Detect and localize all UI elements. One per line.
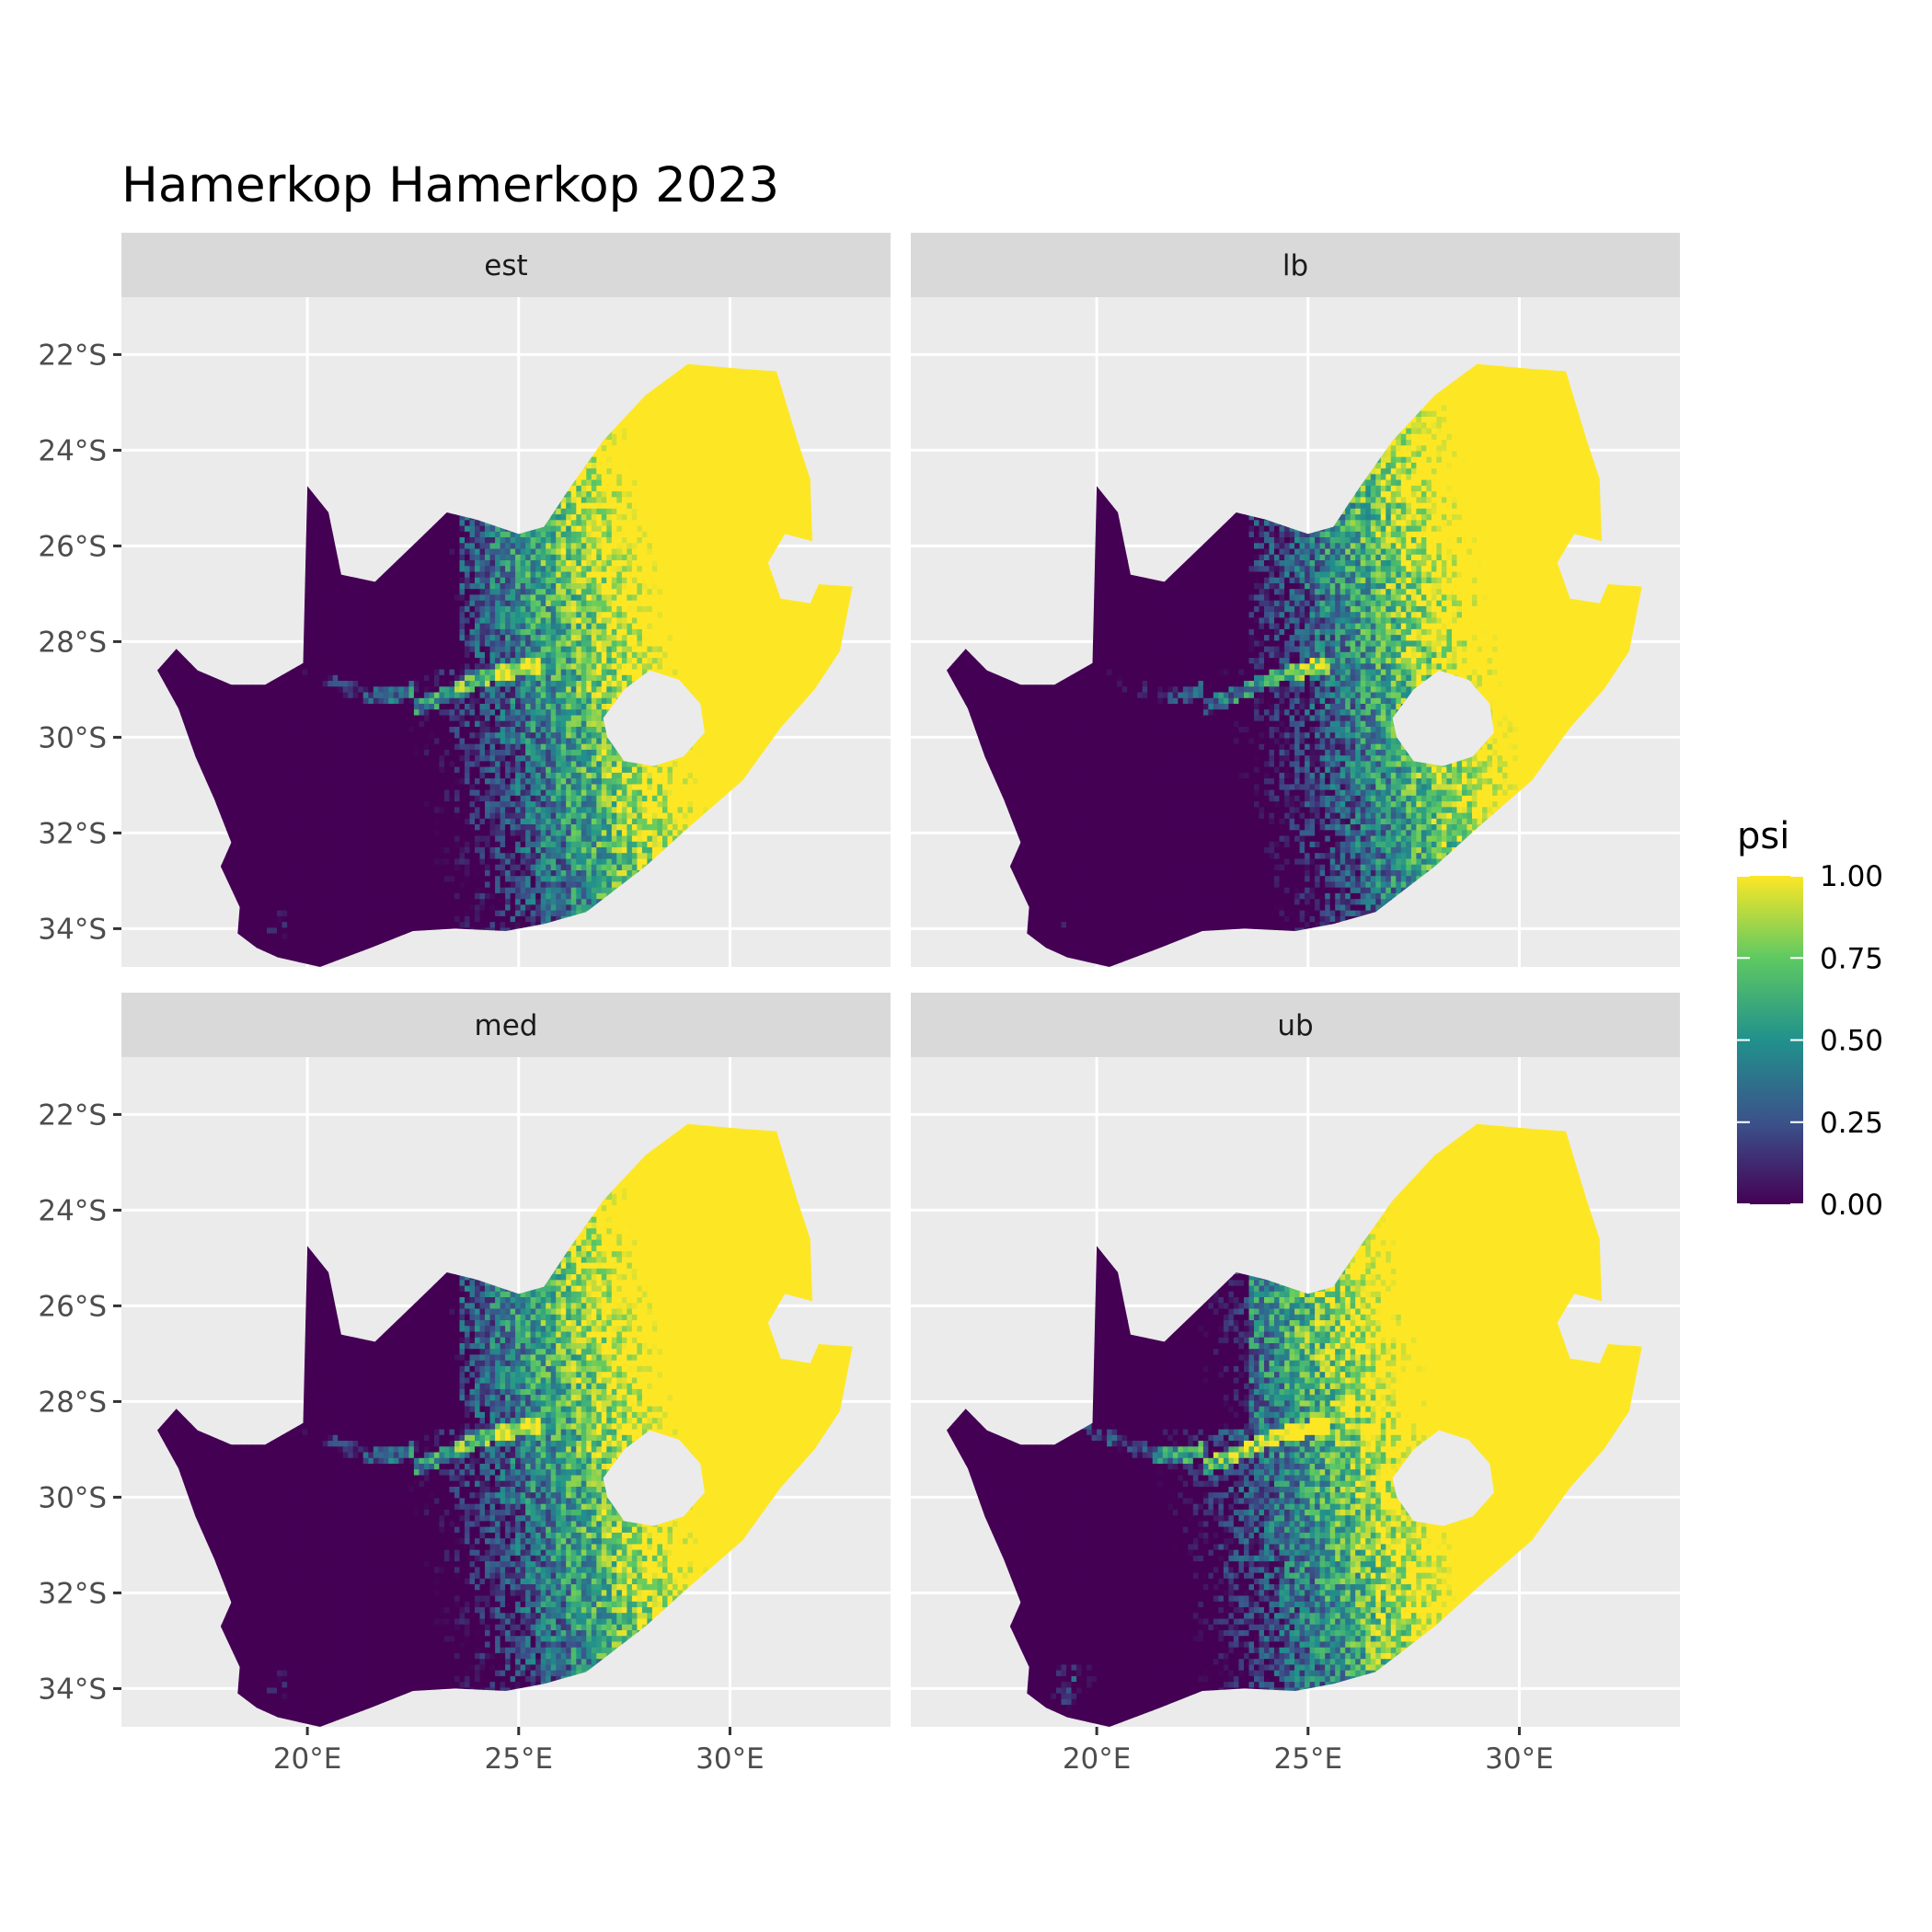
facet-strip-label: med	[475, 1009, 538, 1042]
y-tick-label: 26°S	[38, 1290, 107, 1323]
lesotho-gap	[1392, 670, 1494, 766]
x-tick-label: 25°E	[485, 1742, 554, 1776]
legend-tick-label: 1.00	[1820, 860, 1883, 893]
x-axis: 20°E 25°E 30°E	[1063, 1727, 1554, 1776]
facet-strip	[121, 233, 891, 297]
legend-tick-label: 0.25	[1820, 1107, 1883, 1140]
y-tick-label: 24°S	[38, 434, 107, 467]
facet-panel-est: est 22°S 24°S 26°S 28°S 30°S 32°S 34°S	[38, 233, 891, 967]
facet-strip	[121, 993, 891, 1057]
x-tick-label: 30°E	[1485, 1742, 1554, 1776]
legend-title: psi	[1737, 815, 1789, 857]
y-tick-label: 34°S	[38, 1673, 107, 1706]
y-tick-label: 28°S	[38, 626, 107, 659]
x-tick-label: 30°E	[696, 1742, 765, 1776]
y-axis: 22°S 24°S 26°S 28°S 30°S 32°S 34°S	[38, 339, 121, 946]
x-tick-label: 25°E	[1274, 1742, 1343, 1776]
facet-strip-label: est	[484, 249, 527, 282]
legend-ticks: 1.00 0.75 0.50 0.25 0.00	[1737, 860, 1883, 1222]
x-tick-label: 20°E	[1063, 1742, 1132, 1776]
facet-strip-label: ub	[1277, 1009, 1313, 1042]
legend-tick-label: 0.00	[1820, 1189, 1883, 1222]
y-tick-label: 34°S	[38, 913, 107, 946]
y-tick-label: 22°S	[38, 1098, 107, 1132]
lesotho-gap	[603, 670, 705, 766]
x-tick-label: 20°E	[273, 1742, 342, 1776]
facet-panels: est 22°S 24°S 26°S 28°S 30°S 32°S 34°S lb med 22°S…	[38, 233, 1680, 1776]
lesotho-gap	[1392, 1430, 1494, 1526]
y-tick-label: 32°S	[38, 1577, 107, 1610]
facet-strip	[911, 993, 1680, 1057]
legend-tick-label: 0.50	[1820, 1025, 1883, 1058]
y-tick-label: 22°S	[38, 339, 107, 372]
y-tick-label: 32°S	[38, 817, 107, 850]
facet-panel-ub: ub 20°E 25°E 30°E	[911, 993, 1680, 1776]
x-axis: 20°E 25°E 30°E	[273, 1727, 765, 1776]
y-tick-label: 30°S	[38, 1481, 107, 1514]
facet-strip-label: lb	[1282, 249, 1308, 282]
plot-title: Hamerkop Hamerkop 2023	[121, 157, 779, 213]
y-tick-label: 24°S	[38, 1194, 107, 1227]
facet-strip	[911, 233, 1680, 297]
y-tick-label: 28°S	[38, 1386, 107, 1419]
facet-panel-lb: lb	[911, 233, 1680, 967]
lesotho-gap	[603, 1430, 705, 1526]
facet-panel-med: med 22°S 24°S 26°S 28°S 30°S 32°S 34°S 20°E 25°E 3…	[38, 993, 891, 1776]
y-axis: 22°S 24°S 26°S 28°S 30°S 32°S 34°S	[38, 1098, 121, 1706]
legend-tick-label: 0.75	[1820, 942, 1883, 975]
y-tick-label: 26°S	[38, 530, 107, 563]
y-tick-label: 30°S	[38, 721, 107, 754]
legend: psi 1.00 0.75 0.50 0.25 0.00	[1737, 815, 1883, 1222]
